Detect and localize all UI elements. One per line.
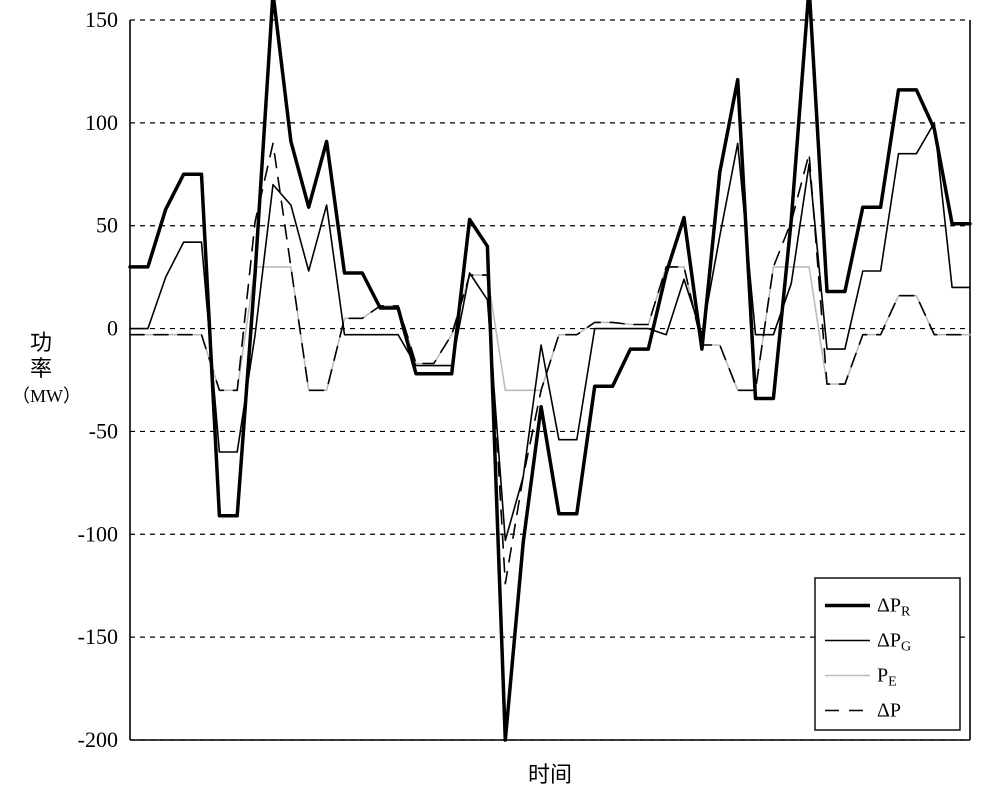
y-tick-label: 50 <box>96 213 118 238</box>
y-tick-label: 150 <box>85 7 118 32</box>
y-tick-label: -150 <box>78 624 118 649</box>
y-axis-label: 功 <box>30 330 52 355</box>
legend-label: ΔP <box>877 700 901 722</box>
y-tick-label: -100 <box>78 521 118 546</box>
y-tick-label: 100 <box>85 110 118 135</box>
y-axis-label: 率 <box>30 356 52 381</box>
y-axis-unit: （MW） <box>12 386 81 406</box>
power-line-chart: -200-150-100-50050100150功率（MW）时间ΔPRΔPGPE… <box>0 0 1000 794</box>
x-axis-label: 时间 <box>528 762 572 787</box>
y-tick-label: -50 <box>89 418 118 443</box>
y-tick-label: 0 <box>107 316 118 341</box>
y-tick-label: -200 <box>78 727 118 752</box>
